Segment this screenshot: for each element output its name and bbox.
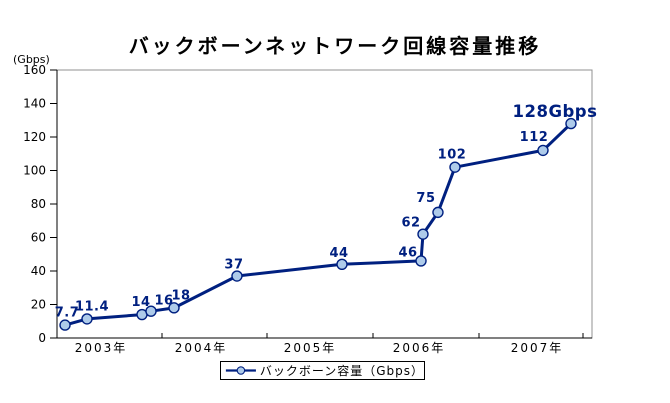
data-point-label: 62 (401, 216, 420, 231)
x-axis-year-label: 2003年 (75, 341, 128, 355)
data-point-label: 11.4 (75, 299, 109, 314)
data-point-label: 128Gbps (513, 102, 598, 121)
data-point-label: 46 (398, 245, 417, 260)
x-axis-year-label: 2004年 (175, 341, 228, 355)
y-axis-tick-label: 20 (31, 298, 46, 312)
y-axis-tick-label: 100 (23, 164, 46, 178)
data-point-marker (449, 161, 461, 173)
data-point-marker (336, 258, 348, 270)
legend: バックボーン容量（Gbps） (220, 361, 425, 380)
data-point-label: 44 (329, 246, 348, 261)
data-point-marker (145, 305, 157, 317)
y-axis-tick-label: 160 (23, 63, 46, 77)
data-point-marker (81, 313, 93, 325)
x-axis-year-label: 2007年 (511, 341, 564, 355)
y-axis-tick-label: 140 (23, 97, 46, 111)
y-axis-tick-label: 120 (23, 130, 46, 144)
data-point-label: 16 (154, 294, 173, 309)
data-point-label: 112 (520, 130, 549, 145)
data-point-marker (168, 302, 180, 314)
x-axis-year-label: 2005年 (284, 341, 337, 355)
data-point-marker (432, 206, 444, 219)
data-point-label: 102 (438, 148, 467, 163)
y-axis-unit-label: (Gbps) (13, 53, 50, 66)
data-point-label: 75 (416, 191, 435, 206)
y-axis-tick-label: 60 (31, 231, 46, 245)
data-point-marker (537, 144, 549, 157)
data-point-marker (59, 319, 71, 331)
y-axis-tick-label: 40 (31, 264, 46, 278)
data-point-label: 14 (131, 295, 150, 310)
data-point-marker (231, 270, 243, 282)
data-point-label: 37 (224, 258, 243, 273)
data-point-label: 7.7 (55, 306, 80, 321)
x-axis-year-label: 2006年 (393, 341, 446, 355)
y-axis-tick-label: 80 (31, 197, 46, 211)
data-point-marker (565, 117, 577, 130)
data-point-label: 18 (171, 288, 190, 303)
data-point-marker (417, 228, 429, 240)
legend-label: バックボーン容量（Gbps） (259, 364, 424, 378)
y-axis-tick-label: 0 (38, 331, 46, 345)
legend-line-marker-icon (225, 366, 256, 375)
chart-title: バックボーンネットワーク回線容量推移 (128, 34, 542, 58)
data-point-marker (415, 255, 427, 267)
